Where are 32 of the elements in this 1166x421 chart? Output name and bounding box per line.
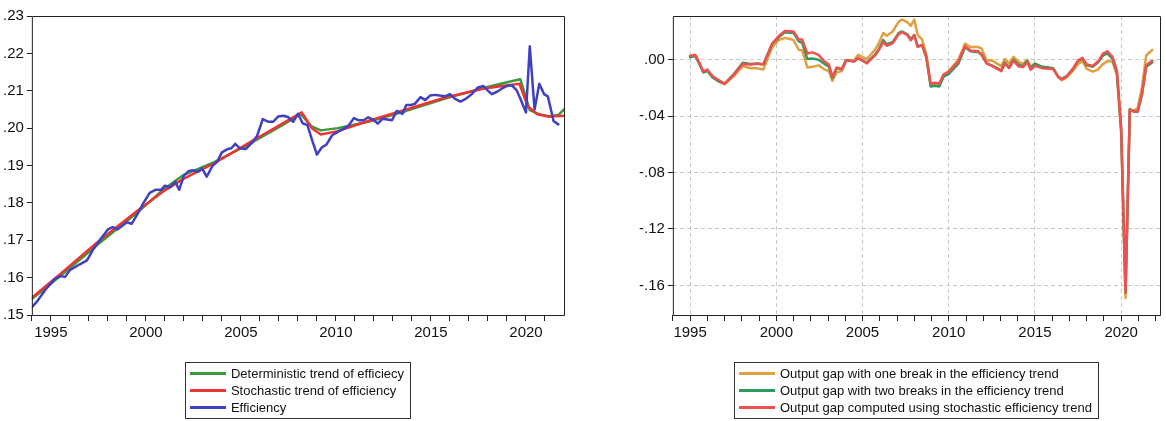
y-tick-label: .00: [643, 49, 665, 67]
y-tick-label: .19: [2, 155, 24, 173]
y-tick-label: .20: [2, 118, 24, 136]
x-tick-label: 2020: [509, 323, 543, 341]
x-tick-label: 1995: [34, 323, 68, 341]
y-tick-label: .23: [2, 6, 24, 24]
legend-label: Deterministic trend of efficiecy: [230, 365, 405, 382]
x-tick-label: 2010: [932, 323, 966, 341]
x-tick-label: 2015: [1018, 323, 1052, 341]
x-tick-label: 1995: [673, 323, 707, 341]
x-tick-label: 2005: [845, 323, 880, 341]
legend-label: Stochastic trend of efficiency: [230, 382, 397, 399]
x-tick-label: 2010: [319, 323, 353, 341]
y-tick-label: .15: [2, 305, 24, 323]
y-tick-label: .18: [2, 193, 24, 211]
x-tick-label: 2020: [1104, 323, 1138, 341]
y-tick-label: -.04: [638, 106, 665, 124]
x-tick-label: 2005: [224, 323, 258, 341]
legend-label: Output gap computed using stochastic efficiency trend: [779, 399, 1092, 416]
y-tick-label: -.16: [638, 275, 665, 293]
y-tick-label: -.08: [638, 162, 665, 180]
x-tick-label: 2000: [759, 323, 793, 341]
legend-label: Output gap with two breaks in the efficiency trend: [779, 382, 1064, 399]
y-tick-label: -.12: [638, 219, 665, 237]
y-tick-label: .17: [2, 230, 24, 248]
legend-label: Output gap with one break in the efficiency trend: [779, 365, 1059, 382]
legend-label: Efficiency: [230, 399, 287, 416]
y-tick-label: .21: [2, 80, 24, 98]
x-tick-label: 2000: [129, 323, 163, 341]
y-tick-label: .16: [2, 267, 24, 285]
x-tick-label: 2015: [414, 323, 448, 341]
y-tick-label: .22: [2, 43, 24, 61]
